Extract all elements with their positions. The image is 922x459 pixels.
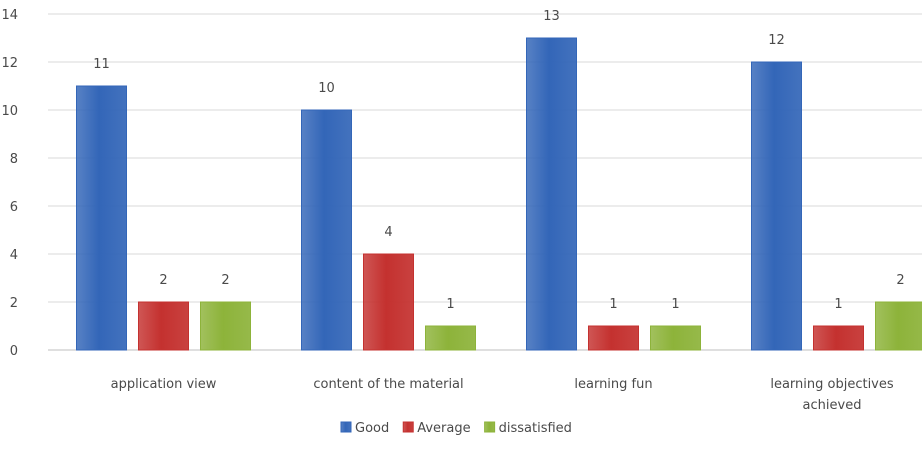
legend-swatch-good (340, 421, 352, 433)
bar-good-content-of-the-material (301, 109, 352, 351)
bar-good-application-view (76, 85, 127, 351)
legend-item-dissatisfied: dissatisfied (484, 421, 572, 436)
data-label-average-learning-objectives-achieved: 1 (834, 297, 842, 312)
data-label-good-application-view: 11 (93, 57, 110, 72)
legend-item-average: Average (402, 421, 471, 436)
legend-label-dissatisfied: dissatisfied (499, 421, 572, 436)
bar-average-learning-objectives-achieved (813, 325, 864, 351)
legend-label-good: Good (355, 421, 389, 436)
category-label-content-of-the-material: content of the material (313, 377, 463, 392)
data-label-average-content-of-the-material: 4 (384, 225, 392, 240)
data-label-good-learning-objectives-achieved: 12 (768, 33, 785, 48)
bar-dissatisfied-content-of-the-material (425, 325, 476, 351)
y-tick-label-12: 12 (1, 56, 18, 71)
data-label-average-learning-fun: 1 (609, 297, 617, 312)
legend-item-good: Good (340, 421, 389, 436)
bar-average-learning-fun (588, 325, 639, 351)
y-tick-label-14: 14 (1, 8, 18, 23)
category-label-learning-objectives-achieved: learning objectives achieved (770, 377, 894, 413)
gridlines (48, 13, 922, 351)
legend-swatch-dissatisfied (484, 421, 496, 433)
y-tick-label-8: 8 (10, 152, 18, 167)
y-tick-label-4: 4 (10, 248, 18, 263)
category-labels: application view content of the material l… (111, 377, 894, 413)
data-label-dissatisfied-learning-fun: 1 (671, 297, 679, 312)
bar-dissatisfied-application-view (200, 301, 251, 351)
y-tick-label-0: 0 (10, 344, 18, 359)
y-axis-ticks: 0 2 4 6 8 10 12 14 (1, 8, 18, 359)
data-label-average-application-view: 2 (159, 273, 167, 288)
y-tick-label-10: 10 (1, 104, 18, 119)
category-label-learning-fun: learning fun (574, 377, 652, 392)
bar-good-learning-objectives-achieved (751, 61, 802, 351)
bar-good-learning-fun (526, 37, 577, 351)
data-label-dissatisfied-content-of-the-material: 1 (446, 297, 454, 312)
y-tick-label-2: 2 (10, 296, 18, 311)
data-label-dissatisfied-learning-objectives-achieved: 2 (896, 273, 904, 288)
data-label-dissatisfied-application-view: 2 (221, 273, 229, 288)
legend-label-average: Average (417, 421, 470, 436)
bar-average-content-of-the-material (363, 253, 414, 351)
y-tick-label-6: 6 (10, 200, 18, 215)
data-label-good-learning-fun: 13 (543, 9, 560, 24)
category-label-application-view: application view (111, 377, 217, 392)
data-label-good-content-of-the-material: 10 (318, 81, 335, 96)
bar-average-application-view (138, 301, 189, 351)
legend: Good Average dissatisfied (340, 421, 572, 436)
legend-swatch-average (402, 421, 414, 433)
bars (76, 37, 922, 351)
bar-dissatisfied-learning-objectives-achieved (875, 301, 922, 351)
bar-dissatisfied-learning-fun (650, 325, 701, 351)
